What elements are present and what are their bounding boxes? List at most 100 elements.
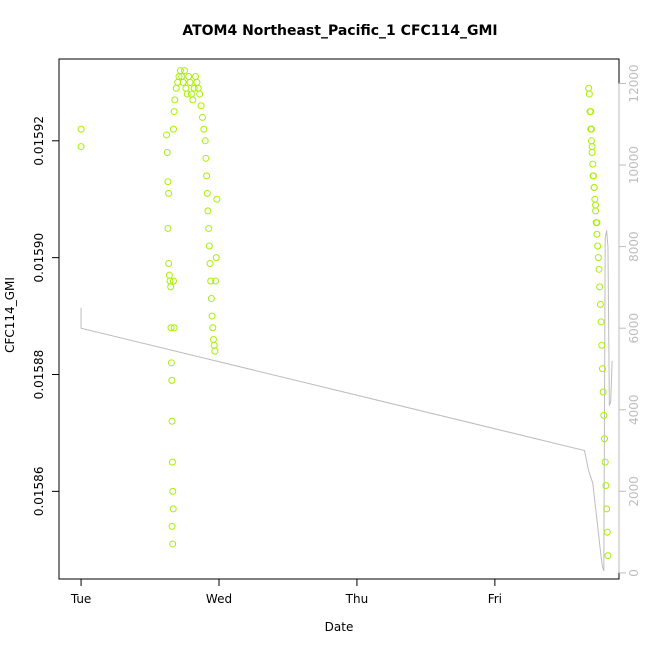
data-point [595, 265, 603, 273]
y-axis-left: 0.01586 0.01588 0.01590 0.01592 [32, 116, 60, 517]
data-point [601, 458, 609, 466]
data-point [185, 73, 193, 81]
series-layer [77, 67, 613, 572]
data-point [170, 324, 178, 332]
y-axis-label: CFC114_GMI [3, 277, 17, 353]
y2-tick-label: 2000 [627, 476, 641, 507]
data-point [187, 90, 195, 98]
data-point [601, 435, 609, 443]
data-point [171, 96, 179, 104]
data-point [168, 417, 176, 425]
y2-tick-label: 10000 [627, 146, 641, 184]
data-point [193, 78, 201, 86]
data-point [207, 295, 215, 303]
data-point [169, 540, 177, 548]
data-point [189, 96, 197, 104]
data-point [169, 125, 177, 133]
data-point [200, 125, 208, 133]
y2-tick-label: 0 [627, 569, 641, 577]
data-point [163, 131, 171, 139]
data-point [587, 108, 595, 116]
data-point [591, 195, 599, 203]
data-point [165, 189, 173, 197]
data-point [205, 224, 213, 232]
data-point [603, 528, 611, 536]
data-point [168, 458, 176, 466]
data-point [208, 312, 216, 320]
data-point [585, 90, 593, 98]
data-point [167, 324, 175, 332]
data-point [205, 242, 213, 250]
data-point [593, 219, 601, 227]
data-point [194, 84, 202, 92]
plot-frame [58, 58, 620, 580]
data-point [165, 259, 173, 267]
data-point [600, 411, 608, 419]
data-point [585, 84, 593, 92]
data-point [182, 84, 190, 92]
x-axis-label: Date [325, 620, 354, 634]
data-point [168, 522, 176, 530]
data-point [170, 108, 178, 116]
data-point [604, 552, 612, 560]
data-point [198, 113, 206, 121]
data-point [209, 324, 217, 332]
data-point [594, 242, 602, 250]
y-tick-label: 0.01592 [32, 116, 46, 166]
x-axis: Tue Wed Thu Fri [70, 578, 502, 606]
data-point [167, 359, 175, 367]
data-point [211, 347, 219, 355]
data-point [599, 388, 607, 396]
data-point [167, 283, 175, 291]
data-point [596, 283, 604, 291]
data-point [168, 376, 176, 384]
y2-tick-label: 8000 [627, 231, 641, 262]
data-point [596, 300, 604, 308]
data-point [201, 137, 209, 145]
data-point [169, 277, 177, 285]
data-point [203, 172, 211, 180]
data-point [197, 102, 205, 110]
data-point [165, 271, 173, 279]
data-point [588, 143, 596, 151]
data-point [589, 172, 597, 180]
y-tick-label: 0.01590 [32, 233, 46, 283]
x-tick-label: Thu [345, 592, 369, 606]
data-point [598, 341, 606, 349]
y-axis-right: 0 2000 4000 6000 8000 10000 12000 [618, 64, 641, 577]
data-point [593, 230, 601, 238]
data-point [169, 505, 177, 513]
y-tick-label: 0.01588 [32, 350, 46, 400]
data-point [594, 254, 602, 262]
data-point [213, 195, 221, 203]
data-point [588, 148, 596, 156]
data-point [587, 125, 595, 133]
data-point [590, 184, 598, 192]
data-point [186, 78, 194, 86]
data-point [203, 189, 211, 197]
data-point [212, 277, 220, 285]
data-point [209, 335, 217, 343]
series-line [80, 230, 613, 572]
data-point [164, 224, 172, 232]
data-point [164, 178, 172, 186]
data-point [77, 143, 85, 151]
x-tick-label: Fri [488, 592, 502, 606]
data-point [592, 201, 600, 209]
data-point [202, 154, 210, 162]
data-point [77, 125, 85, 133]
data-point [212, 254, 220, 262]
data-point [589, 160, 597, 168]
data-point [172, 84, 180, 92]
data-point [592, 207, 600, 215]
data-point [192, 73, 200, 81]
data-point [196, 90, 204, 98]
data-point [207, 277, 215, 285]
data-point [169, 487, 177, 495]
y-tick-label: 0.01586 [32, 467, 46, 517]
chart-title: ATOM4 Northeast_Pacific_1 CFC114_GMI [182, 23, 497, 39]
data-point [206, 259, 214, 267]
data-point [602, 482, 610, 490]
data-point [210, 341, 218, 349]
data-point [190, 84, 198, 92]
